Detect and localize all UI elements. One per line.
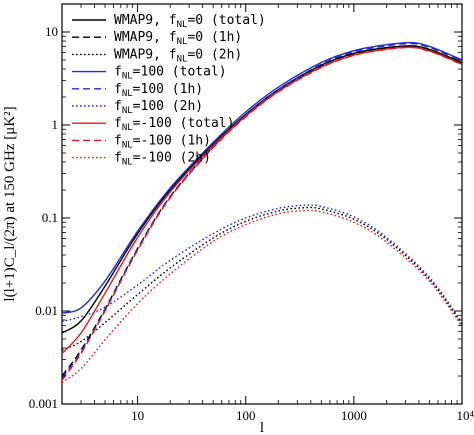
legend-label-4: fNL=100 (total) [114, 65, 227, 82]
legend: WMAP9, fNL=0 (total)WMAP9, fNL=0 (1h)WMA… [72, 13, 266, 168]
series-line-2 [61, 45, 463, 377]
plot-frame [61, 3, 463, 405]
legend-label-6: fNL=100 (2h) [114, 99, 203, 116]
legend-label-9: fNL=-100 (2h) [114, 151, 211, 168]
x-tick-label: 1000 [341, 408, 367, 423]
legend-label-1: WMAP9, fNL=0 (total) [114, 13, 266, 30]
tick-layer: 10 100 1000 10⁴ 0.001 0.01 0.1 1 10 [29, 3, 474, 423]
x-tick-label: 10 [131, 408, 144, 423]
y-tick-label: 0.001 [29, 396, 58, 411]
y-tick-label: 0.01 [35, 303, 58, 318]
series-layer [61, 41, 463, 384]
x-tick-label: 100 [236, 408, 256, 423]
legend-label-2: WMAP9, fNL=0 (1h) [114, 30, 242, 47]
y-tick-label: 10 [45, 24, 58, 39]
x-axis-label: l [260, 420, 264, 435]
series-line-4 [61, 41, 463, 314]
legend-label-7: fNL=-100 (total) [114, 116, 234, 133]
legend-label-3: WMAP9, fNL=0 (2h) [114, 47, 242, 64]
legend-label-5: fNL=100 (1h) [114, 82, 203, 99]
x-tick-label: 10⁴ [456, 408, 474, 423]
y-axis-label: l(l+1)C_l/(2π) at 150 GHz [μK²] [2, 106, 18, 301]
series-line-8 [61, 46, 463, 381]
y-tick-label: 1 [52, 117, 59, 132]
y-tick-label: 0.1 [42, 210, 58, 225]
series-line-6 [61, 204, 463, 324]
series-line-9 [61, 209, 463, 384]
legend-label-8: fNL=-100 (1h) [114, 133, 211, 150]
